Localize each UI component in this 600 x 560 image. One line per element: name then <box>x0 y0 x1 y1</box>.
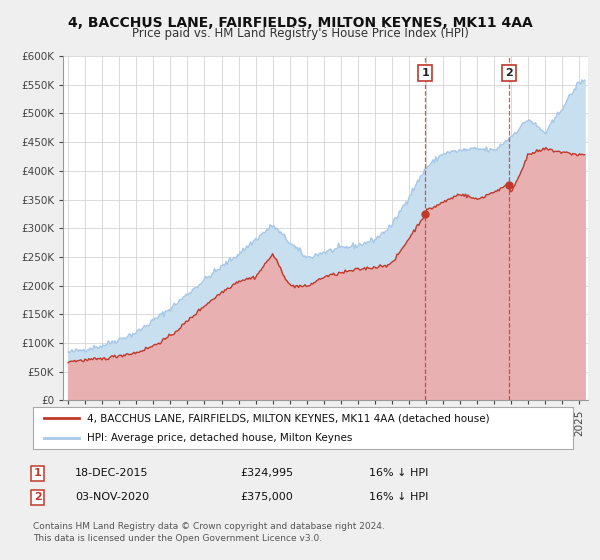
Text: 4, BACCHUS LANE, FAIRFIELDS, MILTON KEYNES, MK11 4AA: 4, BACCHUS LANE, FAIRFIELDS, MILTON KEYN… <box>68 16 532 30</box>
Text: This data is licensed under the Open Government Licence v3.0.: This data is licensed under the Open Gov… <box>33 534 322 543</box>
Text: 2: 2 <box>34 492 41 502</box>
Text: 1: 1 <box>34 468 41 478</box>
Text: HPI: Average price, detached house, Milton Keynes: HPI: Average price, detached house, Milt… <box>87 433 352 443</box>
Text: 03-NOV-2020: 03-NOV-2020 <box>75 492 149 502</box>
Text: 1: 1 <box>422 68 429 78</box>
Text: £375,000: £375,000 <box>240 492 293 502</box>
Text: Price paid vs. HM Land Registry's House Price Index (HPI): Price paid vs. HM Land Registry's House … <box>131 27 469 40</box>
Text: £324,995: £324,995 <box>240 468 293 478</box>
Text: Contains HM Land Registry data © Crown copyright and database right 2024.: Contains HM Land Registry data © Crown c… <box>33 522 385 531</box>
Text: 16% ↓ HPI: 16% ↓ HPI <box>369 492 428 502</box>
Text: 16% ↓ HPI: 16% ↓ HPI <box>369 468 428 478</box>
Text: 2: 2 <box>505 68 512 78</box>
Text: 18-DEC-2015: 18-DEC-2015 <box>75 468 149 478</box>
Text: 4, BACCHUS LANE, FAIRFIELDS, MILTON KEYNES, MK11 4AA (detached house): 4, BACCHUS LANE, FAIRFIELDS, MILTON KEYN… <box>87 413 490 423</box>
